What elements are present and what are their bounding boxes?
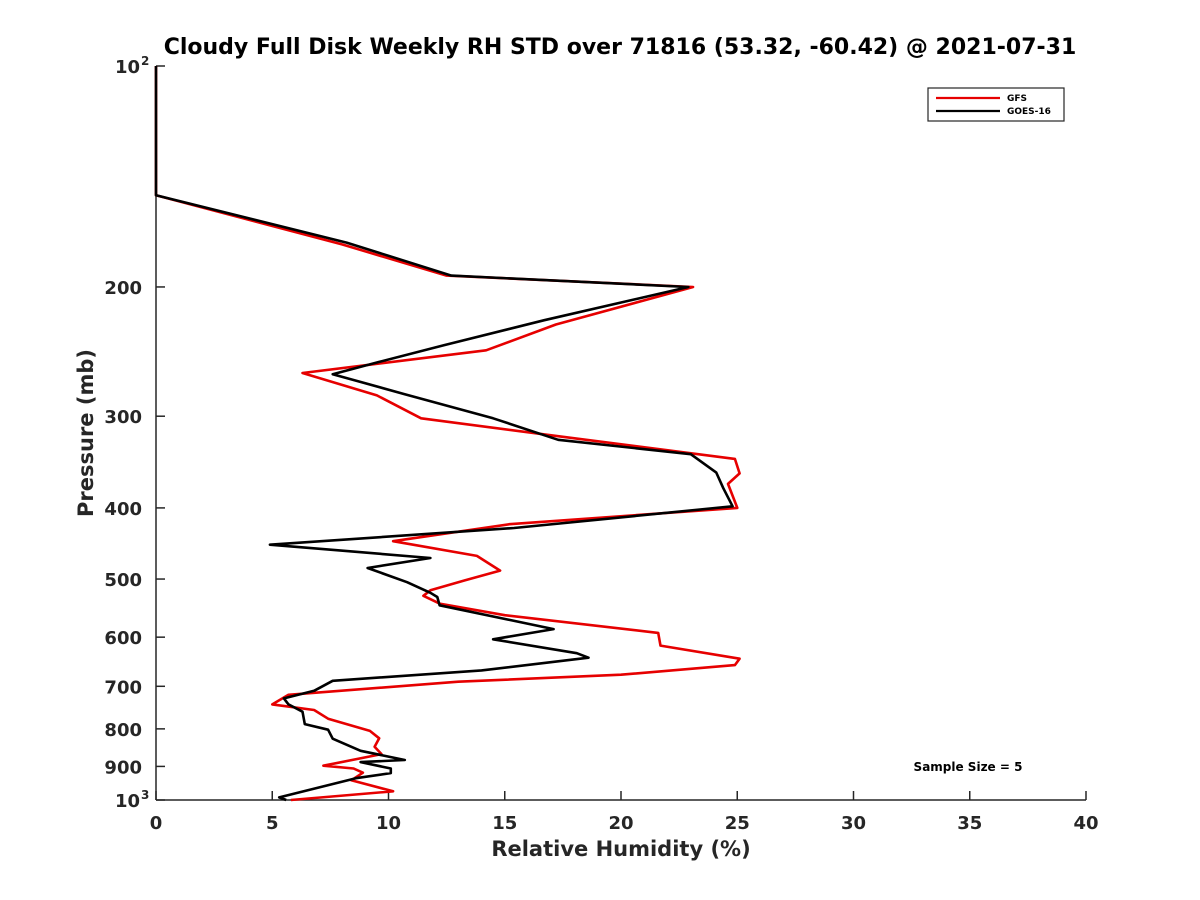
y-tick-base: 10 bbox=[115, 57, 140, 78]
y-tick-exponent: 3 bbox=[141, 788, 149, 802]
x-tick-label: 0 bbox=[150, 813, 163, 834]
x-ticks: 0 5 10 15 20 25 30 35 40 bbox=[150, 791, 1099, 834]
y-tick-label: 900 bbox=[104, 757, 142, 778]
y-tick-label: 10 bbox=[115, 791, 140, 812]
x-tick-label: 25 bbox=[725, 813, 750, 834]
x-tick-label: 30 bbox=[841, 813, 866, 834]
x-tick-label: 35 bbox=[957, 813, 982, 834]
legend-box bbox=[927, 87, 1065, 122]
x-tick-label: 20 bbox=[608, 813, 633, 834]
y-tick-label: 10 bbox=[115, 57, 140, 78]
legend-label-gfs: GFS bbox=[1007, 94, 1027, 104]
sample-size-annotation: Sample Size = 5 bbox=[914, 760, 1023, 774]
chart-title: Cloudy Full Disk Weekly RH STD over 7181… bbox=[164, 35, 1077, 60]
legend: GFS GOES-16 bbox=[927, 87, 1065, 122]
x-tick-label: 5 bbox=[266, 813, 279, 834]
y-tick-label: 600 bbox=[104, 628, 142, 649]
y-tick-base: 10 bbox=[115, 791, 140, 812]
y-tick-label: 500 bbox=[104, 570, 142, 591]
x-tick-label: 40 bbox=[1073, 813, 1098, 834]
series-line-goes16 bbox=[154, 66, 734, 802]
series-lines bbox=[154, 66, 741, 802]
legend-label-goes16: GOES-16 bbox=[1007, 107, 1051, 117]
y-tick-label: 300 bbox=[104, 407, 142, 428]
y-tick-exponent: 2 bbox=[141, 54, 149, 68]
y-tick-label: 200 bbox=[104, 278, 142, 299]
series-line-gfs bbox=[154, 66, 741, 802]
y-tick-label: 400 bbox=[104, 499, 142, 520]
x-axis-label: Relative Humidity (%) bbox=[491, 837, 750, 861]
x-tick-label: 10 bbox=[376, 813, 401, 834]
y-tick-label: 700 bbox=[104, 677, 142, 698]
x-tick-label: 15 bbox=[492, 813, 517, 834]
y-tick-label: 800 bbox=[104, 720, 142, 741]
axes bbox=[155, 66, 1086, 801]
y-axis-label: Pressure (mb) bbox=[74, 349, 98, 517]
